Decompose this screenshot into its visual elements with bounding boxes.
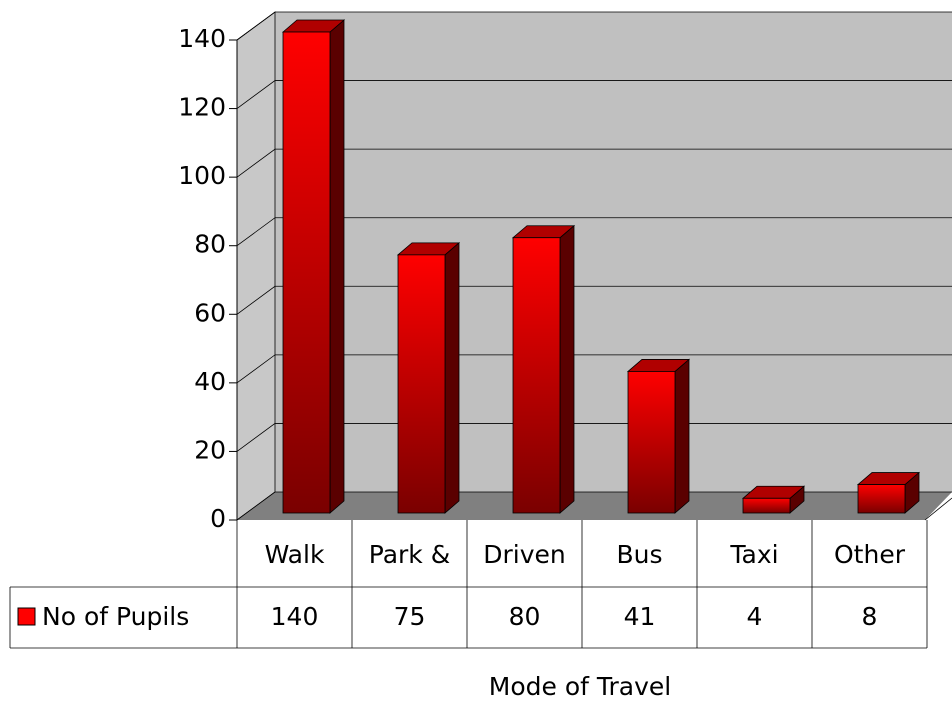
bar — [627, 371, 676, 514]
y-tick-label: 80 — [194, 230, 226, 259]
table-value: 4 — [747, 602, 763, 631]
table-value: 75 — [394, 602, 426, 631]
y-tick-label: 20 — [194, 435, 226, 464]
legend-label: No of Pupils — [42, 602, 189, 631]
grid-line — [236, 491, 952, 521]
y-tick-label: 100 — [178, 161, 226, 190]
y-tick-label: 120 — [178, 93, 226, 122]
data-table: No of Pupils Walk 140 Park & 75 Driven 80 Bus 41… — [9, 520, 928, 649]
table-value: 80 — [509, 602, 541, 631]
grid-line — [236, 354, 952, 384]
bar — [397, 254, 446, 514]
x-tick-label: Other — [834, 540, 906, 569]
bar — [857, 484, 906, 514]
y-tick-label: 60 — [194, 298, 226, 327]
grid-line — [236, 11, 952, 41]
bar-side — [674, 358, 690, 514]
x-tick-label: Park & — [369, 540, 450, 569]
legend-key — [17, 607, 36, 626]
bar — [282, 31, 331, 514]
x-tick-label: Driven — [483, 540, 566, 569]
table-value: 140 — [271, 602, 319, 631]
bar-side — [329, 19, 345, 514]
x-axis-label: Mode of Travel — [489, 672, 671, 701]
grid-line — [236, 148, 952, 178]
x-tick-label: Bus — [616, 540, 662, 569]
grid-line — [236, 217, 952, 247]
back-wall — [275, 12, 952, 492]
grid-line — [236, 285, 952, 315]
grid-line — [236, 80, 952, 109]
grid-line — [236, 423, 952, 452]
bar — [512, 237, 561, 514]
bar-side — [444, 241, 460, 514]
floor-edge — [924, 497, 952, 521]
bar — [742, 497, 791, 514]
bar-side — [559, 224, 575, 514]
y-tick-label: 140 — [178, 24, 226, 53]
table-value: 8 — [862, 602, 878, 631]
table-value: 41 — [624, 602, 656, 631]
x-tick-label: Taxi — [729, 540, 778, 569]
y-tick-label: 0 — [210, 504, 226, 533]
grid: 0 20 40 60 80 100 120 140 — [178, 11, 952, 533]
y-tick-label: 40 — [194, 367, 226, 396]
x-tick-label: Walk — [265, 540, 325, 569]
bars — [281, 19, 921, 514]
side-wall — [236, 11, 276, 521]
